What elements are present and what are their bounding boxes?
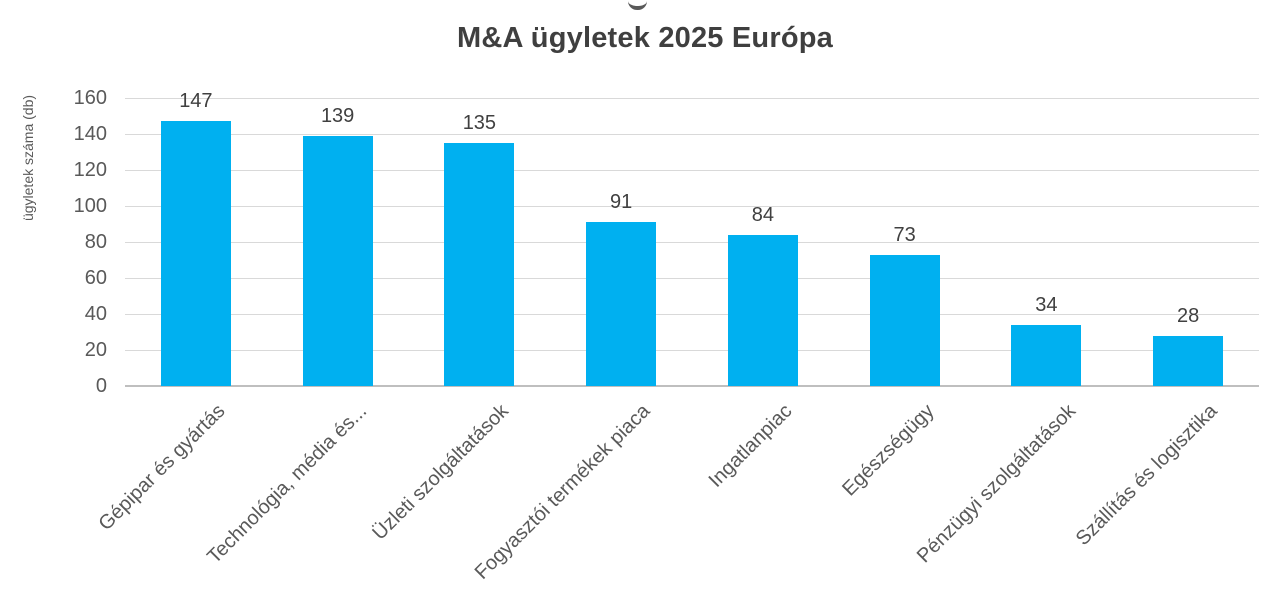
gridline: [125, 134, 1259, 135]
bar: [1011, 324, 1082, 386]
y-tick-label: 80: [84, 231, 107, 253]
y-tick-label: 20: [84, 339, 107, 361]
gridline: [125, 278, 1259, 279]
y-tick-label: 0: [95, 375, 107, 397]
bar: [586, 222, 657, 386]
bar-value-label: 28: [1177, 304, 1200, 327]
gridline: [125, 98, 1259, 99]
chart-title: M&A ügyletek 2025 Európa: [456, 22, 833, 54]
gridline: [125, 206, 1259, 207]
y-tick-label: 100: [73, 195, 107, 217]
bar: [869, 254, 940, 386]
y-tick-label: 40: [84, 303, 107, 325]
x-category-label: Gépipar és gyártás: [94, 400, 230, 536]
bar-value-label: 73: [893, 223, 916, 246]
x-category-label: Szállítás és logisztika: [1071, 400, 1222, 550]
bar: [1153, 335, 1224, 386]
bar-value-label: 84: [751, 203, 774, 226]
gridline: [125, 170, 1259, 171]
gridline: [125, 242, 1259, 243]
x-category-label: Üzleti szolgáltatások: [368, 400, 513, 545]
x-category-label: Technológia, média és...: [203, 400, 372, 569]
bar-value-label: 91: [610, 191, 633, 214]
x-axis-line: [125, 385, 1259, 387]
y-tick-label: 120: [73, 159, 107, 181]
bar-value-label: 135: [462, 112, 497, 134]
y-tick-label: 140: [73, 123, 107, 145]
bar-value-label: 139: [320, 104, 355, 127]
x-category-label: Pénzügyi szolgáltatások: [912, 400, 1080, 568]
bar: [727, 234, 798, 386]
x-category-label: Ingatlanpiac: [704, 400, 797, 492]
y-tick-label: 60: [84, 267, 107, 289]
bar: [302, 135, 373, 386]
bar: [160, 121, 231, 386]
gridline: [125, 314, 1259, 315]
cropped-text-fragment: [628, 0, 647, 10]
x-category-label: Egészségügy: [837, 400, 939, 501]
y-tick-label: 160: [73, 87, 107, 109]
bar-value-label: 34: [1035, 293, 1058, 316]
bar-value-label: 147: [179, 90, 213, 113]
gridline: [125, 350, 1259, 351]
bar: [444, 143, 515, 386]
